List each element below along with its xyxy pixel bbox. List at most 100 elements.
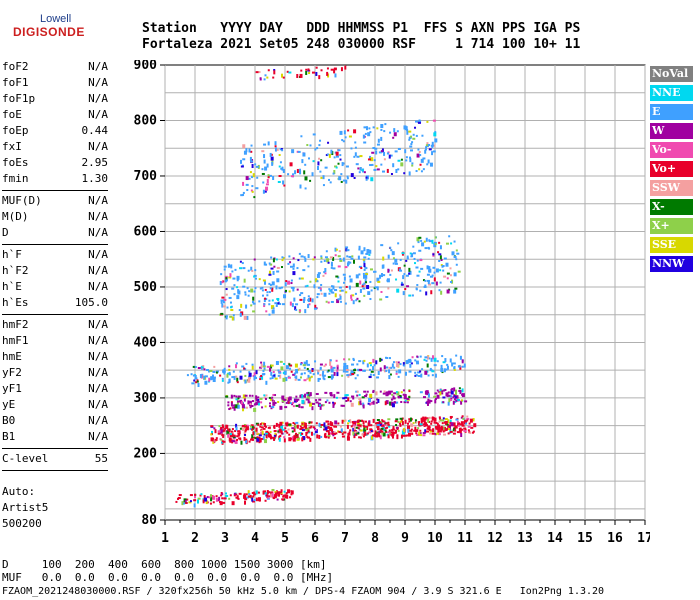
echo-point — [382, 274, 386, 277]
echo-point — [387, 254, 390, 259]
echo-point — [420, 158, 424, 163]
echo-point — [290, 490, 294, 495]
echo-point — [358, 273, 361, 276]
echo-point — [265, 434, 268, 439]
echo-point — [431, 432, 435, 435]
echo-point — [352, 427, 355, 432]
echo-point — [265, 394, 268, 397]
echo-point — [355, 274, 359, 279]
echo-point — [292, 373, 296, 376]
echo-point — [445, 262, 449, 267]
echo-point — [352, 431, 355, 436]
echo-point — [397, 429, 400, 432]
echo-point — [348, 431, 351, 436]
echo-point — [390, 172, 393, 175]
echo-point — [433, 243, 437, 248]
echo-point — [323, 292, 327, 297]
echo-point — [405, 159, 408, 162]
echo-point — [306, 144, 309, 147]
echo-point — [382, 392, 386, 395]
echo-point — [330, 300, 334, 303]
echo-point — [308, 72, 311, 75]
echo-point — [237, 289, 240, 294]
echo-point — [327, 435, 331, 438]
echo-point — [213, 427, 216, 430]
echo-point — [379, 435, 382, 440]
echo-point — [449, 274, 452, 277]
echo-point — [289, 261, 292, 264]
echo-point — [281, 421, 284, 424]
echo-point — [466, 417, 470, 420]
echo-point — [363, 427, 367, 432]
echo-point — [363, 283, 366, 288]
echo-point — [343, 276, 346, 281]
echo-point — [300, 406, 304, 409]
echo-point — [356, 420, 360, 423]
echo-point — [461, 424, 465, 427]
auto-label: Auto: — [2, 485, 36, 498]
echo-point — [348, 255, 352, 258]
echo-point — [354, 146, 357, 149]
echo-point — [306, 363, 310, 366]
echo-point — [265, 430, 269, 433]
param-key: C-level — [2, 452, 49, 465]
echo-point — [268, 402, 271, 405]
echo-point — [228, 371, 231, 374]
echo-point — [418, 249, 422, 252]
echo-point — [303, 361, 307, 366]
echo-point — [361, 251, 364, 254]
echo-point — [277, 374, 280, 377]
echo-point — [410, 362, 413, 365]
echo-point — [255, 422, 259, 425]
echo-point — [326, 258, 330, 263]
echo-point — [205, 500, 208, 505]
echo-point — [222, 425, 225, 428]
param-d: D N/A — [2, 226, 108, 242]
echo-point — [269, 367, 272, 372]
echo-point — [248, 440, 251, 443]
echo-point — [192, 365, 195, 368]
echo-point — [332, 267, 336, 270]
echo-point — [432, 253, 435, 256]
echo-point — [252, 310, 256, 313]
echo-point — [286, 431, 289, 434]
echo-point — [409, 360, 412, 363]
echo-point — [267, 176, 270, 179]
echo-point — [424, 421, 427, 424]
echo-point — [399, 417, 403, 420]
echo-point — [453, 289, 457, 294]
echo-point — [283, 436, 286, 439]
echo-point — [305, 360, 308, 365]
echo-point — [288, 433, 291, 436]
echo-point — [374, 147, 378, 150]
echo-point — [367, 132, 371, 137]
echo-point — [396, 426, 399, 429]
echo-point — [457, 270, 461, 273]
echo-point — [427, 425, 431, 430]
echo-point — [278, 437, 281, 442]
echo-point — [308, 157, 311, 160]
echo-point — [274, 492, 278, 497]
echo-point — [324, 272, 327, 275]
echo-point — [262, 427, 266, 430]
echo-point — [314, 304, 317, 309]
echo-point — [323, 374, 326, 377]
echo-point — [248, 148, 251, 153]
echo-point — [276, 148, 279, 151]
echo-point — [281, 259, 284, 262]
echo-point — [359, 429, 363, 432]
echo-point — [300, 255, 304, 258]
echo-point — [307, 68, 310, 71]
echo-point — [308, 377, 311, 382]
echo-point — [404, 419, 407, 424]
echo-point — [235, 362, 238, 365]
echo-point — [309, 371, 312, 374]
echo-point — [396, 391, 400, 396]
echo-point — [299, 394, 302, 397]
echo-point — [450, 398, 453, 401]
echo-point — [312, 258, 315, 261]
echo-point — [251, 363, 254, 366]
echo-point — [264, 166, 268, 171]
echo-point — [342, 370, 346, 373]
echo-point — [380, 430, 384, 433]
